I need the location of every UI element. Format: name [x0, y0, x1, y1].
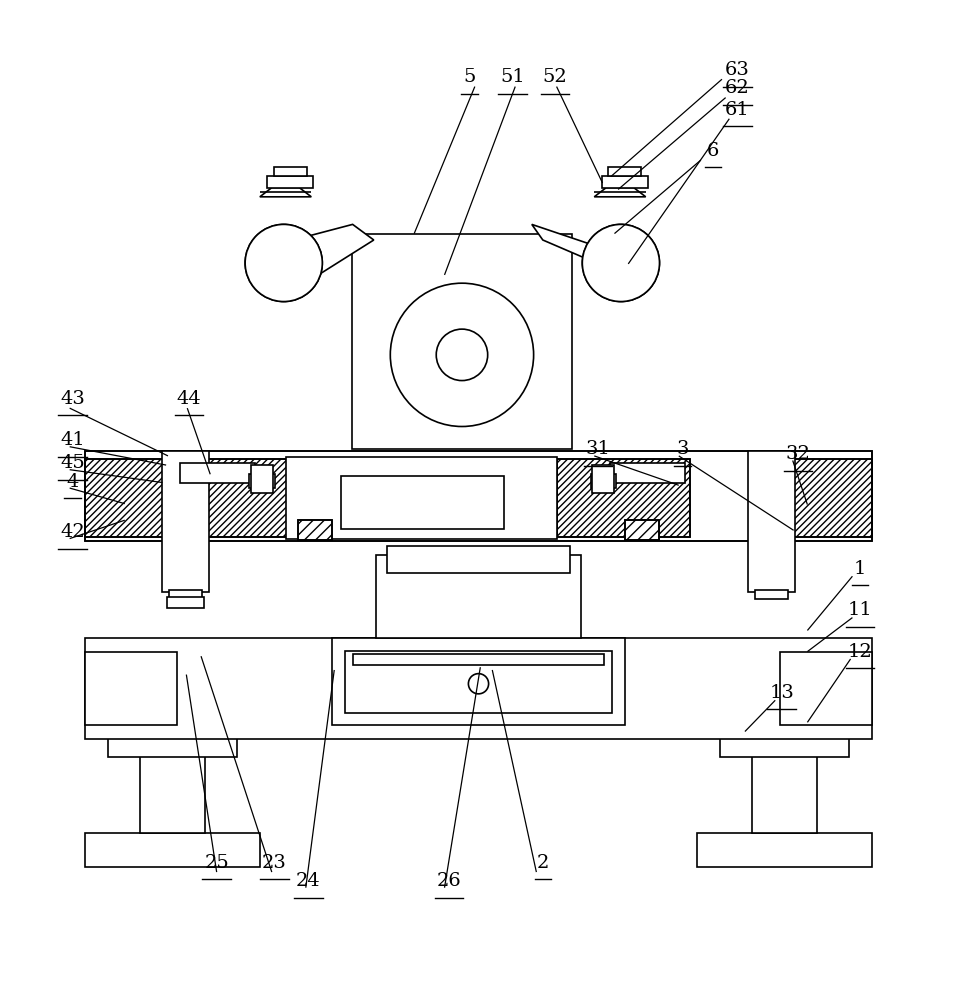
Bar	[274, 167, 306, 176]
Polygon shape	[532, 224, 641, 282]
Text: 13: 13	[769, 684, 794, 702]
Circle shape	[245, 224, 323, 302]
Bar	[610, 463, 685, 483]
Bar	[249, 474, 275, 488]
Bar	[557, 459, 690, 537]
Bar	[251, 465, 273, 493]
Circle shape	[582, 224, 659, 302]
Bar	[625, 520, 659, 540]
Text: 43: 43	[60, 390, 85, 408]
Bar	[764, 459, 872, 537]
Polygon shape	[594, 188, 646, 197]
Bar	[747, 451, 795, 592]
Bar	[168, 590, 202, 599]
Text: 4: 4	[66, 473, 78, 491]
Text: 1: 1	[854, 560, 866, 578]
Bar	[625, 520, 659, 540]
Polygon shape	[265, 224, 374, 282]
Text: 42: 42	[60, 523, 85, 541]
Text: 61: 61	[725, 101, 750, 119]
Bar	[298, 520, 332, 540]
Bar	[267, 176, 313, 188]
Bar	[180, 463, 256, 483]
Bar	[285, 457, 557, 539]
Circle shape	[390, 283, 534, 427]
Bar	[162, 451, 210, 592]
Bar	[345, 651, 612, 713]
Circle shape	[582, 224, 659, 302]
Bar	[755, 590, 789, 599]
Text: 25: 25	[204, 854, 229, 872]
Bar	[375, 555, 582, 638]
Bar	[341, 476, 504, 529]
Bar	[85, 459, 193, 537]
Bar	[592, 465, 614, 493]
Text: 11: 11	[847, 601, 872, 619]
Bar	[352, 234, 572, 449]
Text: 6: 6	[706, 142, 719, 160]
Bar	[85, 451, 872, 541]
Bar	[720, 737, 849, 757]
Bar	[298, 520, 332, 540]
Text: 31: 31	[586, 440, 611, 458]
Bar	[780, 652, 872, 725]
Bar	[85, 652, 177, 725]
Bar	[352, 654, 605, 665]
Text: 32: 32	[786, 445, 811, 463]
Bar	[608, 167, 641, 176]
Text: 2: 2	[537, 854, 549, 872]
Bar	[85, 638, 872, 739]
Bar	[167, 597, 204, 608]
Bar	[108, 737, 237, 757]
Text: 41: 41	[60, 431, 85, 449]
Bar	[590, 474, 616, 488]
Bar	[387, 546, 570, 573]
Circle shape	[436, 329, 488, 381]
Text: 63: 63	[725, 61, 750, 79]
Bar	[85, 459, 193, 537]
Text: 51: 51	[501, 68, 524, 86]
Text: 3: 3	[677, 440, 689, 458]
Text: 24: 24	[296, 872, 321, 890]
Circle shape	[245, 224, 323, 302]
Bar	[85, 833, 260, 867]
Text: 5: 5	[463, 68, 476, 86]
Circle shape	[468, 674, 489, 694]
Bar	[752, 754, 816, 833]
Text: 52: 52	[543, 68, 568, 86]
Bar	[85, 451, 872, 541]
Bar	[331, 638, 626, 725]
Bar	[193, 459, 400, 537]
Bar	[557, 459, 690, 537]
Bar	[141, 754, 205, 833]
Bar	[193, 459, 400, 537]
Polygon shape	[260, 188, 311, 197]
Text: 26: 26	[436, 872, 461, 890]
Bar	[602, 176, 648, 188]
Text: 12: 12	[847, 643, 872, 661]
Text: 62: 62	[725, 79, 750, 97]
Bar	[697, 833, 872, 867]
Text: 23: 23	[262, 854, 287, 872]
Text: 44: 44	[177, 390, 202, 408]
Text: 45: 45	[60, 454, 85, 472]
Bar	[764, 459, 872, 537]
